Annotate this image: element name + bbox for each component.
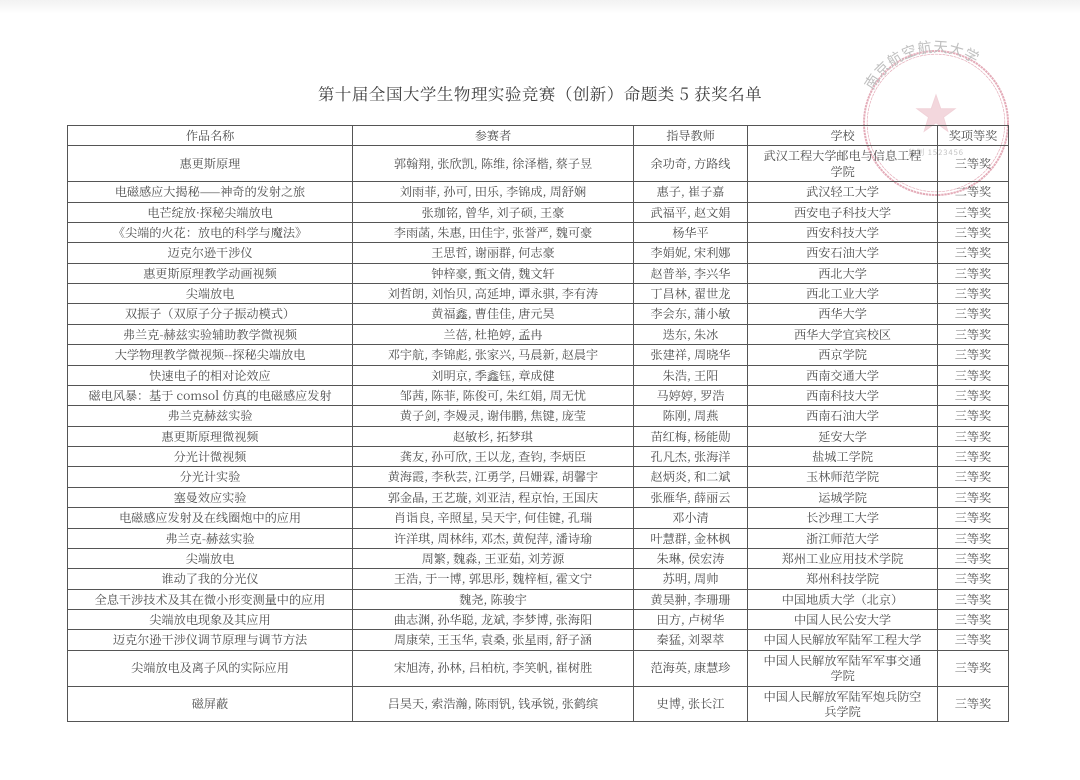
svg-text:南京航空航天大学: 南京航空航天大学 [859,36,983,94]
